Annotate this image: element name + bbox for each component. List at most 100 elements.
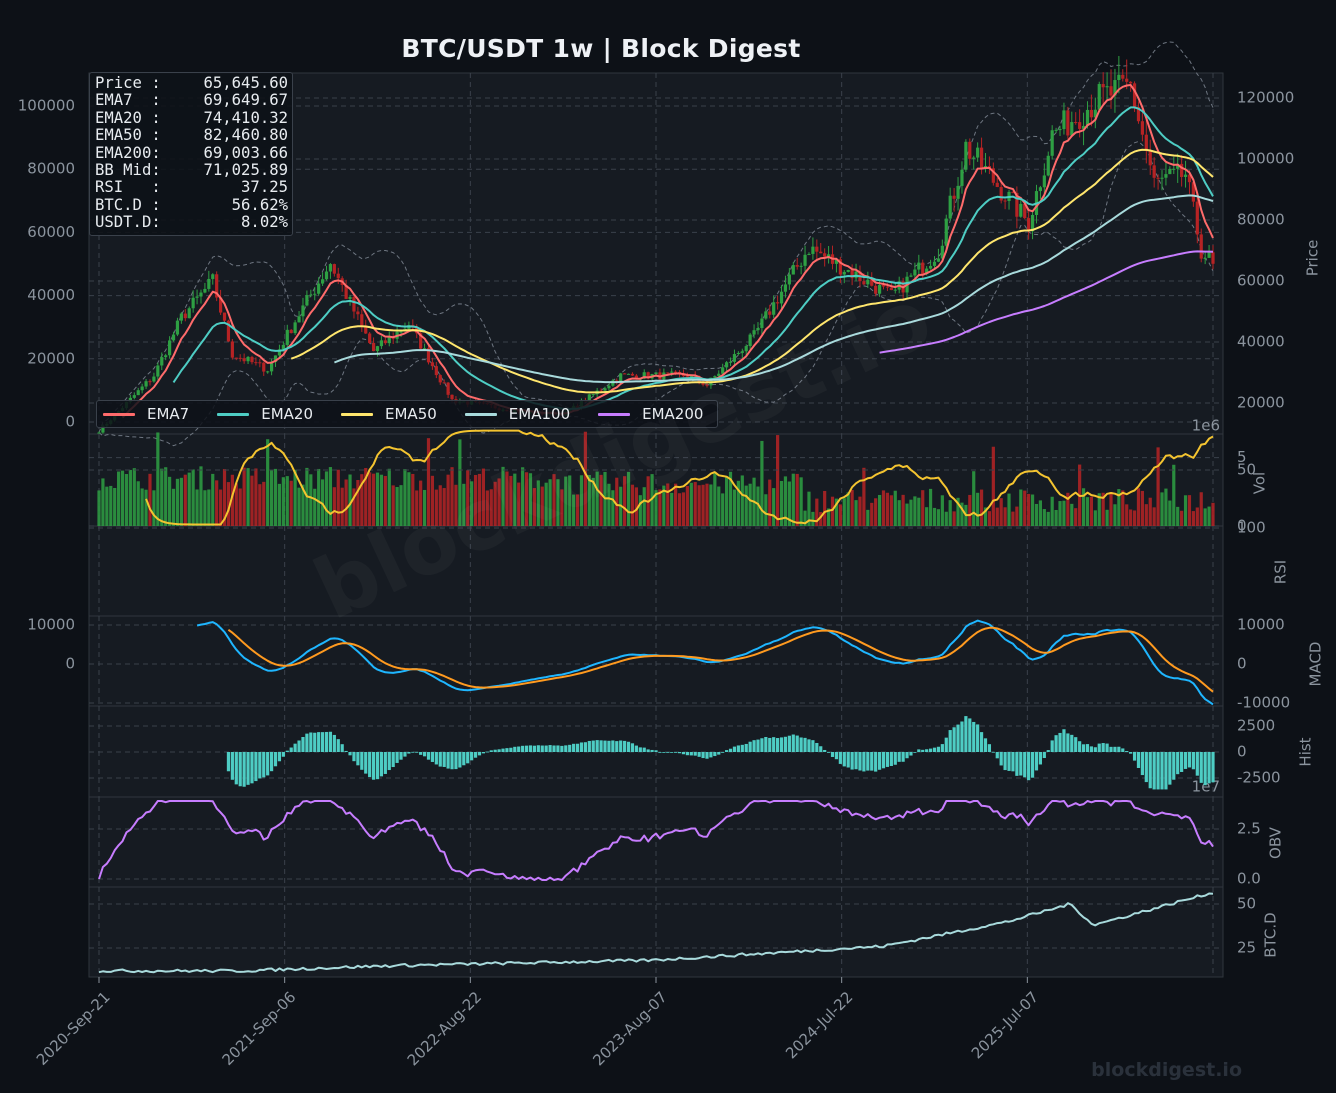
volume-bar (258, 484, 262, 526)
hist-bar (795, 735, 799, 752)
hist-bar (791, 734, 795, 752)
volume-bar (960, 502, 964, 526)
info-value: 69,003.66 (203, 143, 289, 162)
x-tick-label: 2021-Sep-06 (219, 988, 300, 1069)
hist-bar (1015, 752, 1019, 776)
hist-bar (905, 752, 909, 759)
hist-bar (893, 752, 897, 765)
candle-body (215, 274, 219, 298)
candle-body (344, 285, 348, 299)
candle-body (807, 253, 811, 255)
volume-bar (768, 479, 772, 526)
info-row: Price : 65,645.60 (95, 74, 288, 92)
candle-body (305, 295, 309, 306)
candle-body (689, 375, 693, 378)
info-row: BB Mid: 71,025.89 (95, 161, 288, 179)
hist-bar (411, 751, 415, 753)
hist-bar (842, 752, 846, 767)
volume-bar (1148, 497, 1152, 526)
hist-bar (830, 752, 835, 757)
candle-body (1125, 78, 1129, 82)
volume-bar (470, 481, 474, 526)
hist-bar (874, 752, 878, 772)
volume-bar (1195, 507, 1199, 526)
candle-body (1070, 122, 1074, 136)
candle-body (1081, 125, 1086, 129)
hist-bar (293, 743, 297, 752)
volume-bar (1164, 488, 1168, 526)
x-tick-label: 2023-Aug-07 (589, 988, 670, 1069)
volume-bar (211, 473, 215, 526)
info-row: RSI : 37.25 (95, 179, 288, 197)
candle-body (230, 341, 234, 358)
candle-body (1089, 109, 1094, 118)
hist-bar (517, 746, 521, 752)
hist-bar (297, 740, 301, 752)
candle-body (352, 297, 356, 312)
candle-body (438, 375, 442, 383)
candle-body (171, 334, 176, 341)
volume-bar (175, 478, 180, 526)
volume-bar (430, 475, 435, 526)
footer-watermark: blockdigest.io (1091, 1059, 1242, 1081)
hist-bar (744, 743, 748, 752)
volume-axis-label: Vol (1251, 472, 1269, 494)
candle-body (132, 395, 136, 398)
candle-body (254, 362, 258, 364)
hist-bar (925, 749, 929, 752)
hist-bar (956, 724, 960, 752)
volume-bar (1203, 508, 1207, 526)
candle-body (246, 356, 250, 362)
volume-bar (281, 477, 285, 526)
hist-bar (772, 737, 776, 752)
candle-body (642, 372, 646, 379)
hist-bar (301, 736, 305, 752)
volume-bar (195, 489, 199, 526)
volume-bar (419, 480, 423, 526)
volume-bar (1070, 503, 1074, 526)
candle-body (1156, 177, 1160, 179)
candle-body (1117, 74, 1121, 81)
volume-bar (1046, 511, 1050, 526)
rsi-axis-label: RSI (1272, 560, 1290, 584)
volume-bar (105, 486, 109, 526)
hist-bar (548, 745, 552, 752)
hist-bar (1034, 752, 1039, 771)
volume-bar (921, 490, 925, 526)
macd-right-tick: -10000 (1237, 694, 1290, 712)
btcd-line (98, 892, 1214, 974)
volume-bar (983, 507, 988, 526)
candle-body (787, 274, 791, 285)
price-left-tick: 0 (65, 413, 75, 431)
candle-body (685, 376, 689, 378)
hist-bar (615, 741, 619, 752)
hist-bar (1132, 752, 1137, 761)
candle-body (1129, 81, 1133, 84)
volume-bar (246, 468, 250, 526)
hist-bar (387, 752, 391, 771)
candle-body (1078, 122, 1082, 129)
hist-bar (725, 750, 729, 752)
volume-bar (1023, 490, 1027, 526)
hist-tick: -2500 (1237, 769, 1281, 787)
hist-bar (787, 735, 791, 752)
volume-bar (340, 487, 344, 526)
volume-bar (725, 477, 729, 526)
x-tick-label: 2022-Aug-22 (404, 988, 485, 1069)
hist-bar (760, 738, 764, 752)
volume-bar (1093, 510, 1097, 526)
candle-body (866, 279, 870, 285)
hist-bar (603, 740, 607, 752)
volume-bar (764, 494, 768, 526)
volume-bar (630, 484, 635, 526)
candle-body (1195, 201, 1199, 235)
hist-bar (399, 752, 403, 760)
volume-bar (536, 480, 540, 526)
candle-body (725, 362, 729, 368)
volume-bar (1089, 496, 1094, 526)
volume-bar (411, 473, 415, 526)
hist-bar (281, 752, 285, 757)
candle-body (285, 329, 289, 345)
candle-body (430, 362, 435, 367)
candle-body (889, 287, 893, 291)
